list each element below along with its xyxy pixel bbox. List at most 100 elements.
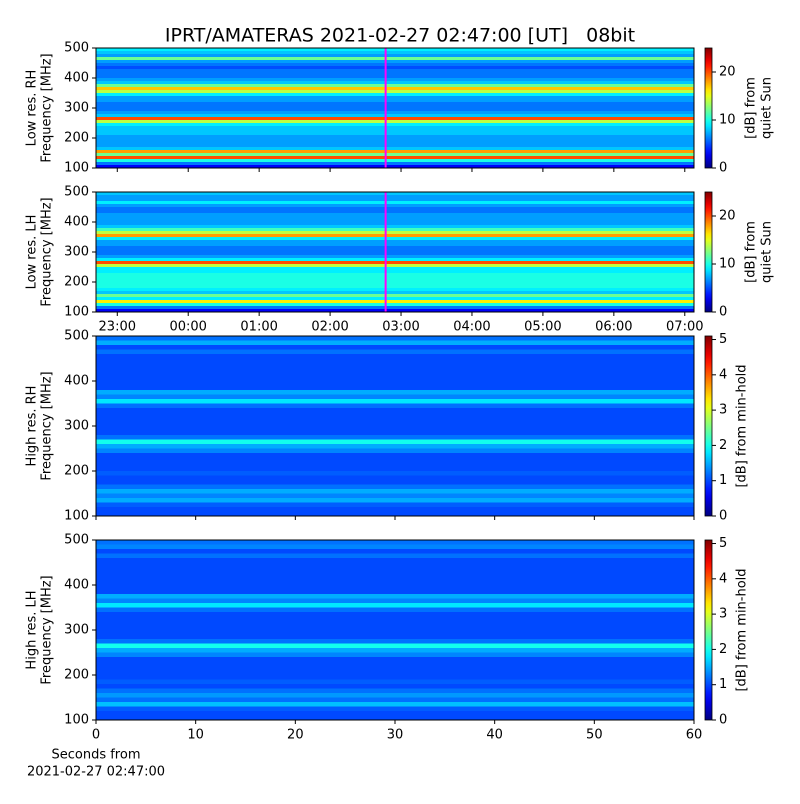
colorbar-label: quiet Sun (760, 221, 775, 283)
heatmap-cell (96, 616, 694, 621)
heatmap-cell (96, 625, 694, 630)
heatmap-cell (96, 153, 694, 156)
x-tick-label: 40 (486, 728, 503, 743)
heatmap-cell (96, 255, 694, 258)
y-axis-label: Frequency [MHz] (40, 371, 55, 480)
heatmap-cell (96, 90, 694, 93)
heatmap-cell (96, 162, 694, 165)
heatmap-cell (96, 96, 694, 99)
heatmap-cell (96, 105, 694, 108)
x-tick-label: 02:00 (311, 320, 348, 335)
heatmap-cell (96, 69, 694, 72)
heatmap-cell (96, 340, 694, 345)
heatmap-cell (96, 84, 694, 87)
heatmap-cell (96, 657, 694, 662)
heatmap-cell (96, 198, 694, 201)
heatmap-cell (96, 87, 694, 90)
heatmap-cell (96, 273, 694, 276)
colorbar-tick-label: 4 (719, 367, 727, 382)
heatmap-cell (96, 120, 694, 123)
heatmap-cell (96, 303, 694, 306)
colorbar-tick-label: 3 (719, 403, 727, 418)
y-axis-label: Low res. LH (25, 215, 40, 290)
heatmap-cell (96, 480, 694, 485)
heatmap-cell (96, 403, 694, 408)
heatmap-cell (96, 75, 694, 78)
x-tick-label: 30 (387, 728, 404, 743)
heatmap-cell (96, 156, 694, 159)
heatmap-cell (96, 108, 694, 111)
heatmap-cell (96, 475, 694, 480)
heatmap-cell (96, 706, 694, 711)
y-tick-label: 300 (64, 419, 89, 434)
heatmap-cell (96, 679, 694, 684)
heatmap-cell (96, 138, 694, 141)
heatmap-cell (96, 234, 694, 237)
heatmap-cell (96, 252, 694, 255)
heatmap-cell (96, 231, 694, 234)
colorbar-label: [dB] from min-hold (735, 364, 750, 487)
heatmap-cell (96, 93, 694, 96)
heatmap-cell (96, 228, 694, 231)
x-tick-label: 07:00 (666, 320, 703, 335)
heatmap-cell (96, 675, 694, 680)
heatmap-cell (96, 435, 694, 440)
heatmap-cell (96, 634, 694, 639)
heatmap-cell (96, 276, 694, 279)
heatmap-cell (96, 412, 694, 417)
heatmap-cell (96, 144, 694, 147)
colorbar-tick-label: 10 (719, 113, 736, 128)
heatmap-cell (96, 693, 694, 698)
heatmap-cell (96, 549, 694, 554)
heatmap-cell (96, 48, 694, 51)
heatmap-cell (96, 51, 694, 54)
x-tick-label: 06:00 (595, 320, 632, 335)
y-tick-label: 100 (64, 713, 89, 728)
heatmap-cell (96, 471, 694, 476)
heatmap-cell (96, 285, 694, 288)
heatmap-cell (96, 261, 694, 264)
colorbar-tick-label: 5 (719, 332, 727, 347)
heatmap-cell (96, 306, 694, 309)
heatmap-cell (96, 246, 694, 249)
heatmap-cell (96, 204, 694, 207)
heatmap-cell (96, 385, 694, 390)
heatmap-cell (96, 589, 694, 594)
heatmap-cell (96, 135, 694, 138)
y-tick-label: 400 (64, 578, 89, 593)
heatmap-cell (96, 426, 694, 431)
heatmap-cell (96, 666, 694, 671)
heatmap-cell (96, 376, 694, 381)
heatmap-cell (96, 243, 694, 246)
colorbar-tick-label: 3 (719, 607, 727, 622)
heatmap-cell (96, 294, 694, 297)
heatmap-cell (96, 558, 694, 563)
x-tick-label: 04:00 (453, 320, 490, 335)
y-tick-label: 400 (64, 215, 89, 230)
heatmap-cell (96, 279, 694, 282)
heatmap-cell (96, 165, 694, 168)
heatmap-cell (96, 81, 694, 84)
heatmap-cell (96, 111, 694, 114)
heatmap-cell (96, 394, 694, 399)
heatmap-cell (96, 192, 694, 195)
heatmap-cell (96, 453, 694, 458)
heatmap-cell (96, 643, 694, 648)
heatmap-cell (96, 670, 694, 675)
heatmap-cell (96, 408, 694, 413)
y-axis-label: Frequency [MHz] (40, 575, 55, 684)
colorbar-tick-label: 0 (719, 161, 727, 176)
heatmap-cell (96, 421, 694, 426)
heatmap-cell (96, 489, 694, 494)
y-tick-label: 400 (64, 374, 89, 389)
x-tick-label: 00:00 (169, 320, 206, 335)
heatmap-cell (96, 222, 694, 225)
heatmap-cell (96, 147, 694, 150)
heatmap-cell (96, 57, 694, 60)
heatmap-cell (96, 390, 694, 395)
x-axis-label: 2021-02-27 02:47:00 (27, 765, 165, 780)
colorbar-tick-label: 1 (719, 677, 727, 692)
heatmap-cell (96, 309, 694, 312)
